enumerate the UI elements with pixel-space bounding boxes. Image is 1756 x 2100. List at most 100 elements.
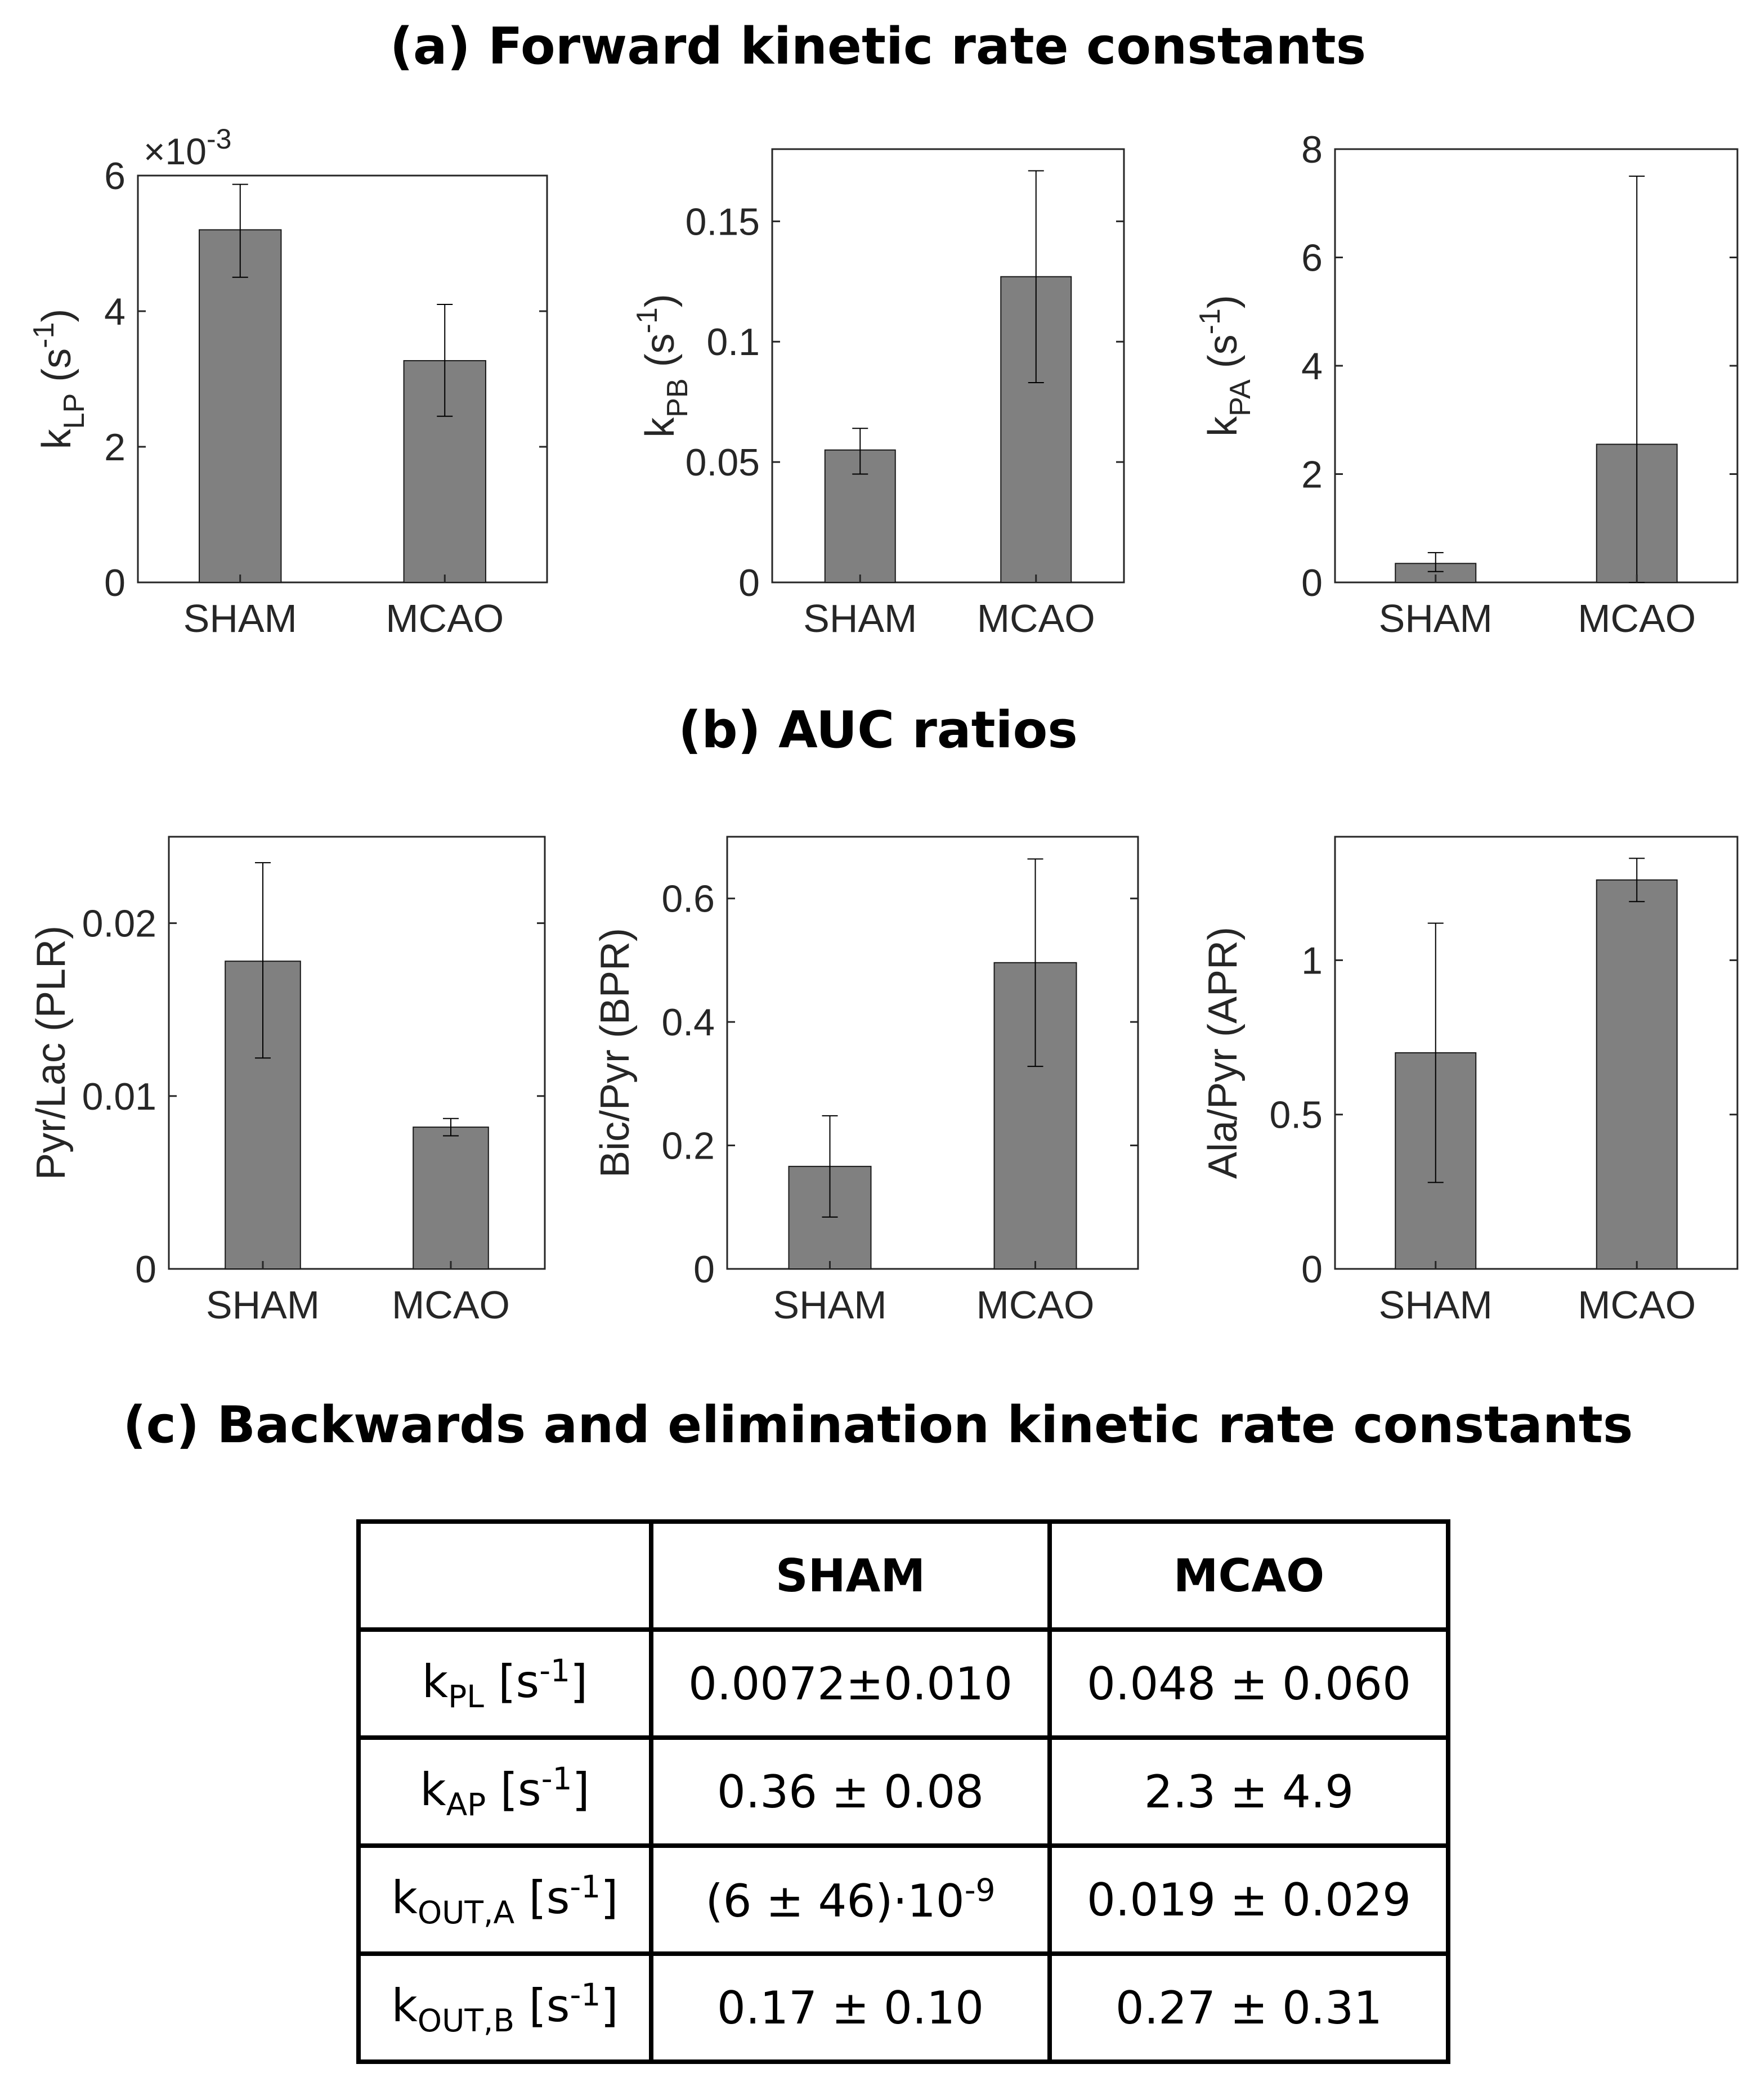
table-header-row: SHAM MCAO [356,1519,1450,1632]
rate-constants-table: SHAM MCAO kPL [s-1] 0.0072±0.010 0.048 ±… [356,1519,1450,2064]
x-tick-label: SHAM [206,1283,320,1327]
y-tick-label: 0 [693,1248,715,1291]
exponent-base: ×10 [144,131,207,172]
section-title-c: (c) Backwards and elimination kinetic ra… [123,1395,1633,1455]
y-tick-label: 2 [1301,454,1323,496]
ylabel-mid: (s [1200,334,1246,379]
x-tick-label: SHAM [1379,1283,1493,1327]
row-param-kpl: kPL [s-1] [356,1627,653,1740]
x-tick-label: MCAO [977,596,1095,640]
table-row: kPL [s-1] 0.0072±0.010 0.048 ± 0.060 [356,1627,1450,1740]
table-header-mcao: MCAO [1047,1519,1450,1632]
cell-sham-kouta: (6 ± 46)·10-9 [649,1843,1052,1956]
y-axis-label: kPA (s-1) [1194,295,1257,437]
y-axis-label: Bic/Pyr (BPR) [593,928,638,1178]
x-tick-label: SHAM [1379,596,1493,640]
x-tick-label: MCAO [1578,596,1696,640]
table-header-empty [356,1519,653,1632]
x-tick-label: MCAO [386,596,504,640]
ylabel-sub: LP [58,393,91,429]
ylabel-sub: PA [1224,379,1257,416]
plot-box [168,836,546,1270]
ylabel-base: Pyr/Lac (PLR) [29,926,74,1180]
ylabel-base: k [34,428,79,449]
x-tick-label: SHAM [773,1283,886,1327]
cell-mcao-kpl: 0.048 ± 0.060 [1047,1627,1450,1740]
cell-sham-kap: 0.36 ± 0.08 [649,1735,1052,1848]
cell-sham-koutb: 0.17 ± 0.10 [649,1951,1052,2064]
y-axis-label: kLP (s-1) [28,309,91,450]
section-title-b: (b) AUC ratios [678,701,1078,760]
x-tick-label: MCAO [1578,1283,1696,1327]
y-axis-label: Ala/Pyr (APR) [1200,927,1246,1179]
ylabel-base: k [638,417,683,438]
ylabel-end: ) [638,294,683,307]
x-tick-label: SHAM [183,596,297,640]
y-tick-label: 1 [1301,939,1323,982]
cell-mcao-kap: 2.3 ± 4.9 [1047,1735,1450,1848]
plot-box [1334,836,1739,1270]
cell-sham-kpl: 0.0072±0.010 [649,1627,1052,1740]
ylabel-sup: -1 [1194,308,1226,334]
chart-APR: 0 0.5 1 SHAM MCAO Ala/Pyr (APR) [1200,836,1739,1327]
y-tick-label: 6 [1301,237,1323,280]
y-tick-label: 0.2 [661,1125,715,1168]
ylabel-end: ) [34,309,79,322]
ylabel-end: ) [1200,295,1246,308]
y-axis-label: Pyr/Lac (PLR) [29,926,74,1180]
chart-PLR: 0 0.01 0.02 SHAM MCAO Pyr/Lac (PLR) [29,836,546,1327]
ylabel-base: k [1200,416,1246,437]
table-row: kOUT,A [s-1] (6 ± 46)·10-9 0.019 ± 0.029 [356,1843,1450,1956]
cell-mcao-koutb: 0.27 ± 0.31 [1047,1951,1450,2064]
y-tick-label: 0.05 [686,441,760,484]
y-tick-label: 0.6 [661,878,715,921]
ylabel-mid: (s [34,348,79,393]
table-header-sham: SHAM [649,1519,1052,1632]
plot-box [726,836,1139,1270]
x-tick-label: MCAO [976,1283,1095,1327]
x-tick-label: SHAM [803,596,917,640]
ylabel-base: Bic/Pyr (BPR) [593,928,638,1178]
table-row: kOUT,B [s-1] 0.17 ± 0.10 0.27 ± 0.31 [356,1951,1450,2064]
x-tick-label: MCAO [392,1283,510,1327]
chart-kPA: 0 2 4 6 8 SHAM MCAO kPA (s-1) [1194,128,1739,640]
y-tick-label: 0.02 [82,903,156,945]
y-tick-label: 0 [135,1248,156,1291]
y-tick-label: 0.4 [661,1001,715,1044]
y-exponent-label: ×10-3 [144,123,231,172]
chart-kPB: 0 0.05 0.1 0.15 SHAM MCAO kPB (s-1) [631,148,1125,640]
y-tick-label: 0 [1301,1248,1323,1291]
row-param-koutb: kOUT,B [s-1] [356,1951,653,2064]
exponent-power: -3 [207,123,231,155]
bar-mcao [413,1127,489,1269]
row-param-kap: kAP [s-1] [356,1735,653,1848]
y-tick-label: 0.15 [686,200,760,243]
y-tick-label: 4 [104,290,126,333]
y-tick-label: 6 [104,155,126,198]
ylabel-sub: PB [661,378,694,417]
table-row: kAP [s-1] 0.36 ± 0.08 2.3 ± 4.9 [356,1735,1450,1848]
bar-sham [199,229,282,583]
ylabel-sup: -1 [631,307,664,333]
row-param-kouta: kOUT,A [s-1] [356,1843,653,1956]
y-axis-label: kPB (s-1) [631,294,694,438]
y-tick-label: 0.5 [1269,1094,1323,1137]
plot-box [771,148,1125,584]
y-tick-label: 4 [1301,345,1323,388]
y-tick-label: 0 [738,562,760,604]
plot-box [137,174,548,584]
ylabel-base: Ala/Pyr (APR) [1200,927,1246,1179]
section-title-a: (a) Forward kinetic rate constants [389,17,1367,76]
bar-mcao [1596,879,1678,1270]
ylabel-mid: (s [638,333,683,378]
y-tick-label: 2 [104,426,126,469]
cell-mcao-kouta: 0.019 ± 0.029 [1047,1843,1450,1956]
chart-kLP: 0 2 4 6 SHAM MCAO kLP (s-1) ×10-3 [28,123,548,640]
y-tick-label: 0.01 [82,1075,156,1118]
y-tick-label: 0.1 [706,321,760,364]
y-tick-label: 0 [104,562,126,604]
chart-BPR: 0 0.2 0.4 0.6 SHAM MCAO Bic/Pyr (BPR) [593,836,1139,1327]
y-tick-label: 8 [1301,128,1323,171]
y-tick-label: 0 [1301,562,1323,604]
